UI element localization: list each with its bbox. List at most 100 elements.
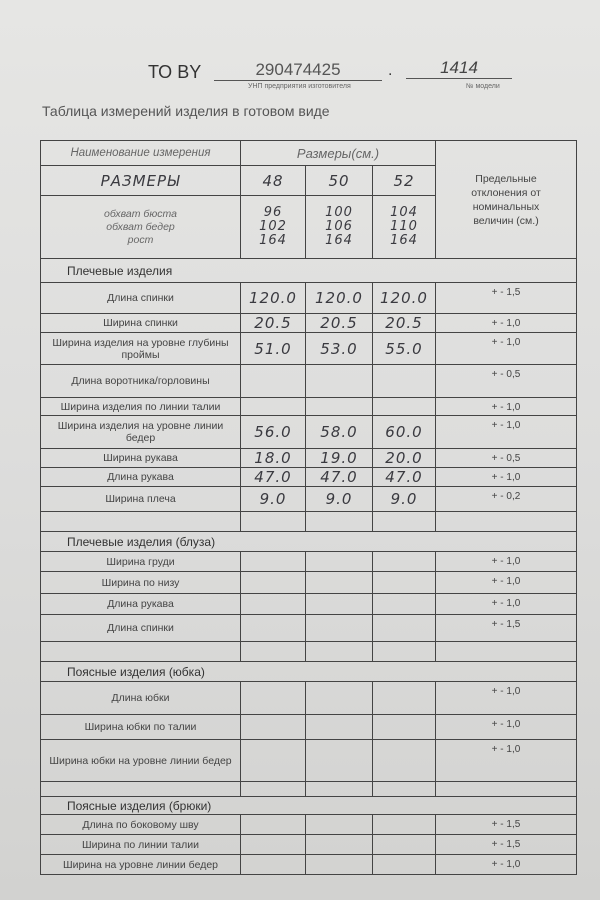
measurement-name xyxy=(40,781,241,797)
value-size-52 xyxy=(372,593,436,615)
tolerance-value: + - 1,0 xyxy=(435,854,577,875)
value-size-48 xyxy=(240,397,306,416)
separator: . xyxy=(388,62,393,79)
value-size-48 xyxy=(240,551,306,572)
measurement-name: Длина спинки xyxy=(40,614,241,642)
value-size-48: 120.0 xyxy=(240,282,306,314)
table-row: Ширина на уровне линии бедер + - 1,0 xyxy=(40,854,577,875)
value-size-52 xyxy=(372,814,436,835)
value-size-48 xyxy=(240,739,306,782)
value-size-52 xyxy=(372,614,436,642)
value-size-50 xyxy=(305,571,373,594)
value-size-48 xyxy=(240,641,306,662)
table-row: Ширина спинки 20.5 20.5 20.5 + - 1,0 xyxy=(40,313,577,333)
section-title: Поясные изделия (юбка) xyxy=(40,661,577,682)
table-row: Ширина рукава 18.0 19.0 20.0 + - 0,5 xyxy=(40,448,577,468)
table-row: Ширина изделия на уровне линии бедер 56.0… xyxy=(40,415,577,449)
value-size-48 xyxy=(240,511,306,532)
value-size-50: 9.0 xyxy=(305,486,373,512)
value-size-52: 20.0 xyxy=(372,448,436,468)
unp-caption: УНП предприятия изготовителя xyxy=(248,83,351,90)
measurement-name: Ширина изделия на уровне линии бедер xyxy=(40,415,241,449)
measurement-name: Ширина плеча xyxy=(40,486,241,512)
measurement-name: Ширина изделия на уровне глубины проймы xyxy=(40,332,241,365)
table-row: Ширина изделия по линии талии + - 1,0 xyxy=(40,397,577,416)
body-measures-48: 96 102 164 xyxy=(240,195,306,259)
value-size-52 xyxy=(372,739,436,782)
value-size-48: 51.0 xyxy=(240,332,306,365)
value-size-48 xyxy=(240,834,306,855)
value-size-52 xyxy=(372,397,436,416)
value-size-48 xyxy=(240,814,306,835)
table-row: Ширина плеча 9.0 9.0 9.0 + - 0,2 xyxy=(40,486,577,512)
tolerance-value: + - 0,5 xyxy=(435,448,577,468)
value-size-48: 18.0 xyxy=(240,448,306,468)
value-size-50 xyxy=(305,714,373,740)
tolerance-value: + - 1,0 xyxy=(435,415,577,449)
value-size-48: 9.0 xyxy=(240,486,306,512)
table-row: Ширина по низу + - 1,0 xyxy=(40,571,577,594)
column-header-name: Наименование измерения xyxy=(40,140,241,166)
value-size-52 xyxy=(372,681,436,715)
value-size-48: 20.5 xyxy=(240,313,306,333)
section-row: Поясные изделия (брюки) xyxy=(40,796,577,815)
value-size-48 xyxy=(240,364,306,398)
value-size-48 xyxy=(240,681,306,715)
measurement-name: Ширина по низу xyxy=(40,571,241,594)
measurements-table: Наименование измерения Размеры(см.) Пред… xyxy=(40,140,577,875)
model-number: 1414 xyxy=(406,58,512,79)
measurement-name: Длина юбки xyxy=(40,681,241,715)
value-size-52 xyxy=(372,714,436,740)
value-size-52 xyxy=(372,781,436,797)
value-size-48: 56.0 xyxy=(240,415,306,449)
sizes-label: РАЗМЕРЫ xyxy=(40,165,241,196)
tolerance-value: + - 1,0 xyxy=(435,397,577,416)
value-size-50 xyxy=(305,593,373,615)
measurement-name xyxy=(40,511,241,532)
tolerance-value: + - 1,0 xyxy=(435,739,577,782)
value-size-50: 58.0 xyxy=(305,415,373,449)
tolerance-value: + - 1,5 xyxy=(435,814,577,835)
measurement-name: Ширина рукава xyxy=(40,448,241,468)
section-row: Плечевые изделия xyxy=(40,258,577,283)
value-size-52: 120.0 xyxy=(372,282,436,314)
tolerance-value: + - 1,0 xyxy=(435,681,577,715)
measurement-name: Ширина юбки на уровне линии бедер xyxy=(40,739,241,782)
measurement-name: Длина по боковому шву xyxy=(40,814,241,835)
body-measures-50: 100 106 164 xyxy=(305,195,373,259)
document-header: ТО BY 290474425 УНП предприятия изготови… xyxy=(148,58,528,98)
value-size-50: 47.0 xyxy=(305,467,373,487)
section-row: Плечевые изделия (блуза) xyxy=(40,531,577,552)
value-size-50 xyxy=(305,397,373,416)
value-size-50 xyxy=(305,814,373,835)
table-row: Длина спинки + - 1,5 xyxy=(40,614,577,642)
table-row: Длина воротника/горловины + - 0,5 xyxy=(40,364,577,398)
table-row: Длина по боковому шву + - 1,5 xyxy=(40,814,577,835)
value-size-52 xyxy=(372,511,436,532)
measurement-name: Ширина по линии талии xyxy=(40,834,241,855)
table-row: Ширина изделия на уровне глубины проймы 5… xyxy=(40,332,577,365)
value-size-48 xyxy=(240,854,306,875)
value-size-50 xyxy=(305,834,373,855)
table-row: Длина спинки 120.0 120.0 120.0 + - 1,5 xyxy=(40,282,577,314)
value-size-48 xyxy=(240,714,306,740)
tolerance-value: + - 1,0 xyxy=(435,714,577,740)
body-measures-52: 104 110 164 xyxy=(372,195,436,259)
tolerance-value: + - 1,0 xyxy=(435,551,577,572)
tolerance-value xyxy=(435,511,577,532)
standard-prefix: ТО BY xyxy=(148,62,202,82)
value-size-50 xyxy=(305,739,373,782)
tolerance-value: + - 1,5 xyxy=(435,282,577,314)
tolerance-value: + - 0,2 xyxy=(435,486,577,512)
value-size-50 xyxy=(305,781,373,797)
value-size-52: 9.0 xyxy=(372,486,436,512)
value-size-50 xyxy=(305,854,373,875)
measurement-name: Длина спинки xyxy=(40,282,241,314)
unp-value: 290474425 xyxy=(214,60,382,81)
value-size-52: 55.0 xyxy=(372,332,436,365)
measurement-name xyxy=(40,641,241,662)
measurement-name: Ширина груди xyxy=(40,551,241,572)
table-row: Ширина груди + - 1,0 xyxy=(40,551,577,572)
tolerance-value xyxy=(435,641,577,662)
tolerance-value: + - 1,0 xyxy=(435,332,577,365)
